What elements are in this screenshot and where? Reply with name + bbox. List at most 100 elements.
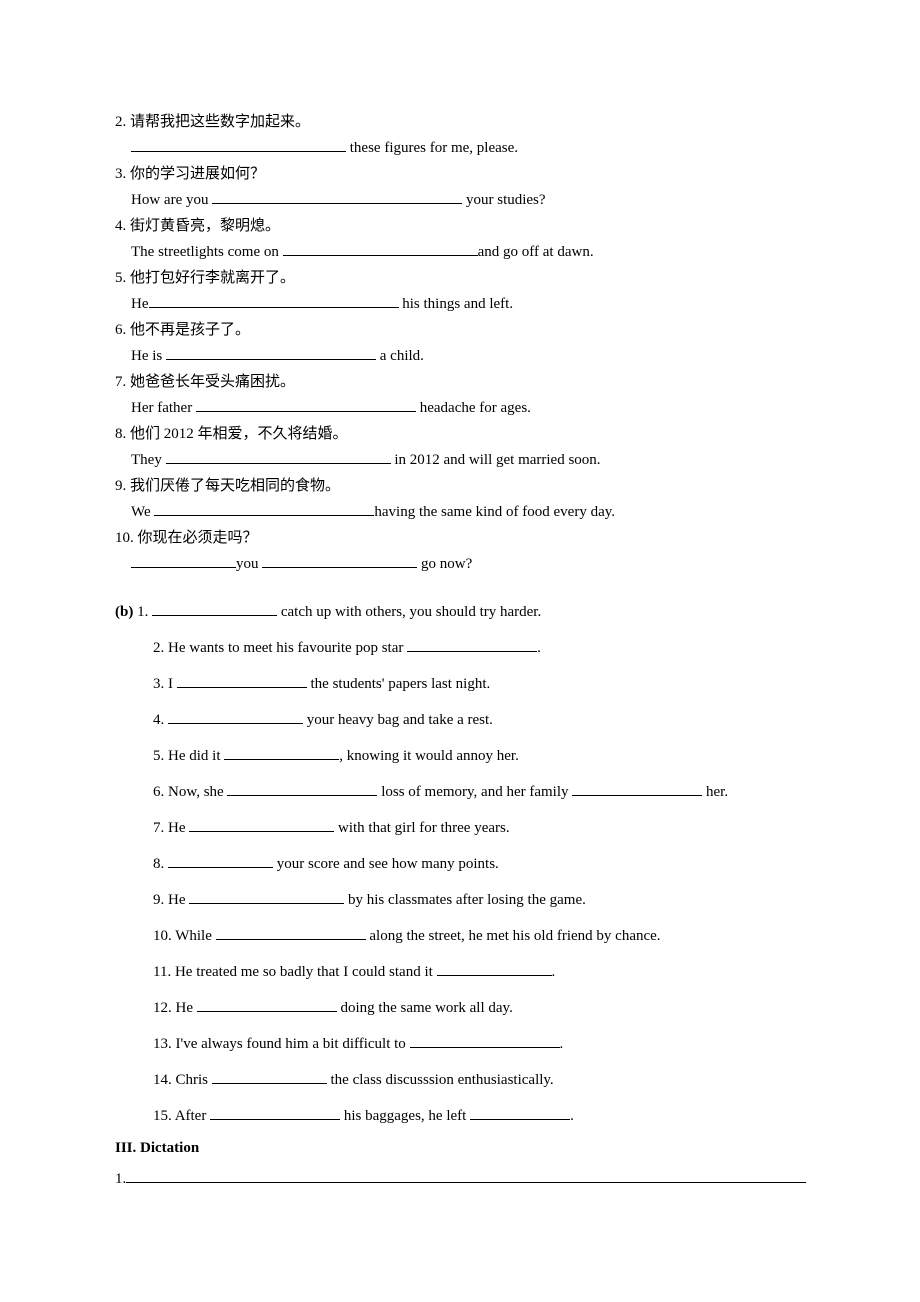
chinese-text: 我们厌倦了每天吃相同的食物。 [130,478,340,494]
answer-text: He [176,1000,197,1016]
section-b-item: 2. He wants to meet his favourite pop st… [115,636,835,660]
answer-text: He [131,296,149,312]
answer-text: loss of memory, and her family [377,784,572,800]
fill-blank[interactable] [262,567,417,568]
fill-blank[interactable] [166,359,376,360]
item-number: 7. [153,820,168,836]
dictation-blank[interactable] [126,1182,806,1183]
answer-text: He [168,820,189,836]
item-number: 6. [153,784,168,800]
item-number: 11. [153,964,175,980]
fill-blank[interactable] [224,759,339,760]
section-b: (b) 1. catch up with others, you should … [115,600,835,1128]
fill-blank[interactable] [168,867,273,868]
answer-text: catch up with others, you should try har… [277,604,541,620]
fill-blank[interactable] [166,463,391,464]
fill-blank[interactable] [197,1011,337,1012]
fill-blank[interactable] [410,1047,560,1048]
fill-blank[interactable] [216,939,366,940]
section-b-item: 5. He did it , knowing it would annoy he… [115,744,835,768]
question-number: 10. [115,530,138,546]
answer-text: you [236,556,262,572]
fill-blank[interactable] [470,1119,570,1120]
chinese-text: 他们 2012 年相爱，不久将结婚。 [130,426,348,442]
answer-text: headache for ages. [416,400,531,416]
fill-blank[interactable] [154,515,374,516]
fill-blank[interactable] [210,1119,340,1120]
answer-line: you go now? [115,552,835,576]
answer-text: . [552,964,556,980]
fill-blank[interactable] [572,795,702,796]
fill-blank[interactable] [212,1083,327,1084]
item-number: 4. [153,712,168,728]
question-line: 2. 请帮我把这些数字加起来。 [115,110,835,134]
answer-line: He his things and left. [115,292,835,316]
fill-blank[interactable] [177,687,307,688]
answer-text: I [168,676,177,692]
answer-text: the class discusssion enthusiastically. [327,1072,554,1088]
answer-text: How are you [131,192,212,208]
item-number: 14. [153,1072,176,1088]
question-line: 5. 他打包好行李就离开了。 [115,266,835,290]
answer-text: , knowing it would annoy her. [339,748,519,764]
question-number: 9. [115,478,130,494]
section-b-item: (b) 1. catch up with others, you should … [115,600,835,624]
fill-blank[interactable] [227,795,377,796]
fill-blank[interactable] [131,151,346,152]
answer-line: Her father headache for ages. [115,396,835,420]
item-number: 5. [153,748,168,764]
question-line: 10. 你现在必须走吗？ [115,526,835,550]
answer-text: Her father [131,400,196,416]
fill-blank[interactable] [168,723,303,724]
fill-blank[interactable] [131,567,236,568]
answer-text: He did it [168,748,224,764]
answer-text: in 2012 and will get married soon. [391,452,601,468]
answer-line: these figures for me, please. [115,136,835,160]
fill-blank[interactable] [212,203,462,204]
section-b-item: 3. I the students' papers last night. [115,672,835,696]
fill-blank[interactable] [189,831,334,832]
answer-text: doing the same work all day. [337,1000,513,1016]
answer-line: We having the same kind of food every da… [115,500,835,524]
question-number: 8. [115,426,130,442]
answer-text: He wants to meet his favourite pop star [168,640,407,656]
item-number: 12. [153,1000,176,1016]
fill-blank[interactable] [407,651,537,652]
answer-text: We [131,504,154,520]
answer-text: her. [702,784,728,800]
fill-blank[interactable] [152,615,277,616]
answer-line: They in 2012 and will get married soon. [115,448,835,472]
question-line: 9. 我们厌倦了每天吃相同的食物。 [115,474,835,498]
fill-blank[interactable] [189,903,344,904]
answer-text: his baggages, he left [340,1108,470,1124]
fill-blank[interactable] [196,411,416,412]
fill-blank[interactable] [437,975,552,976]
item-number: 9. [153,892,168,908]
answer-line: How are you your studies? [115,188,835,212]
answer-text: the students' papers last night. [307,676,491,692]
question-line: 7. 她爸爸长年受头痛困扰。 [115,370,835,394]
chinese-text: 街灯黄昏亮，黎明熄。 [130,218,280,234]
answer-text: having the same kind of food every day. [374,504,615,520]
fill-blank[interactable] [283,255,478,256]
answer-text: these figures for me, please. [346,140,518,156]
answer-text: They [131,452,166,468]
section-b-item: 8. your score and see how many points. [115,852,835,876]
section-b-item: 12. He doing the same work all day. [115,996,835,1020]
answer-text: your studies? [462,192,545,208]
question-line: 6. 他不再是孩子了。 [115,318,835,342]
question-number: 5. [115,270,130,286]
answer-text: He is [131,348,166,364]
dictation-item: 1. [115,1167,835,1191]
answer-line: He is a child. [115,344,835,368]
section-b-item: 7. He with that girl for three years. [115,816,835,840]
item-number: 13. [153,1036,176,1052]
chinese-text: 你的学习进展如何？ [130,166,265,182]
dictation-number: 1. [115,1171,126,1187]
section-b-item: 4. your heavy bag and take a rest. [115,708,835,732]
answer-text: . [560,1036,564,1052]
section-iii-header: III. Dictation [115,1140,835,1157]
question-number: 7. [115,374,130,390]
fill-blank[interactable] [149,307,399,308]
item-number: 8. [153,856,168,872]
